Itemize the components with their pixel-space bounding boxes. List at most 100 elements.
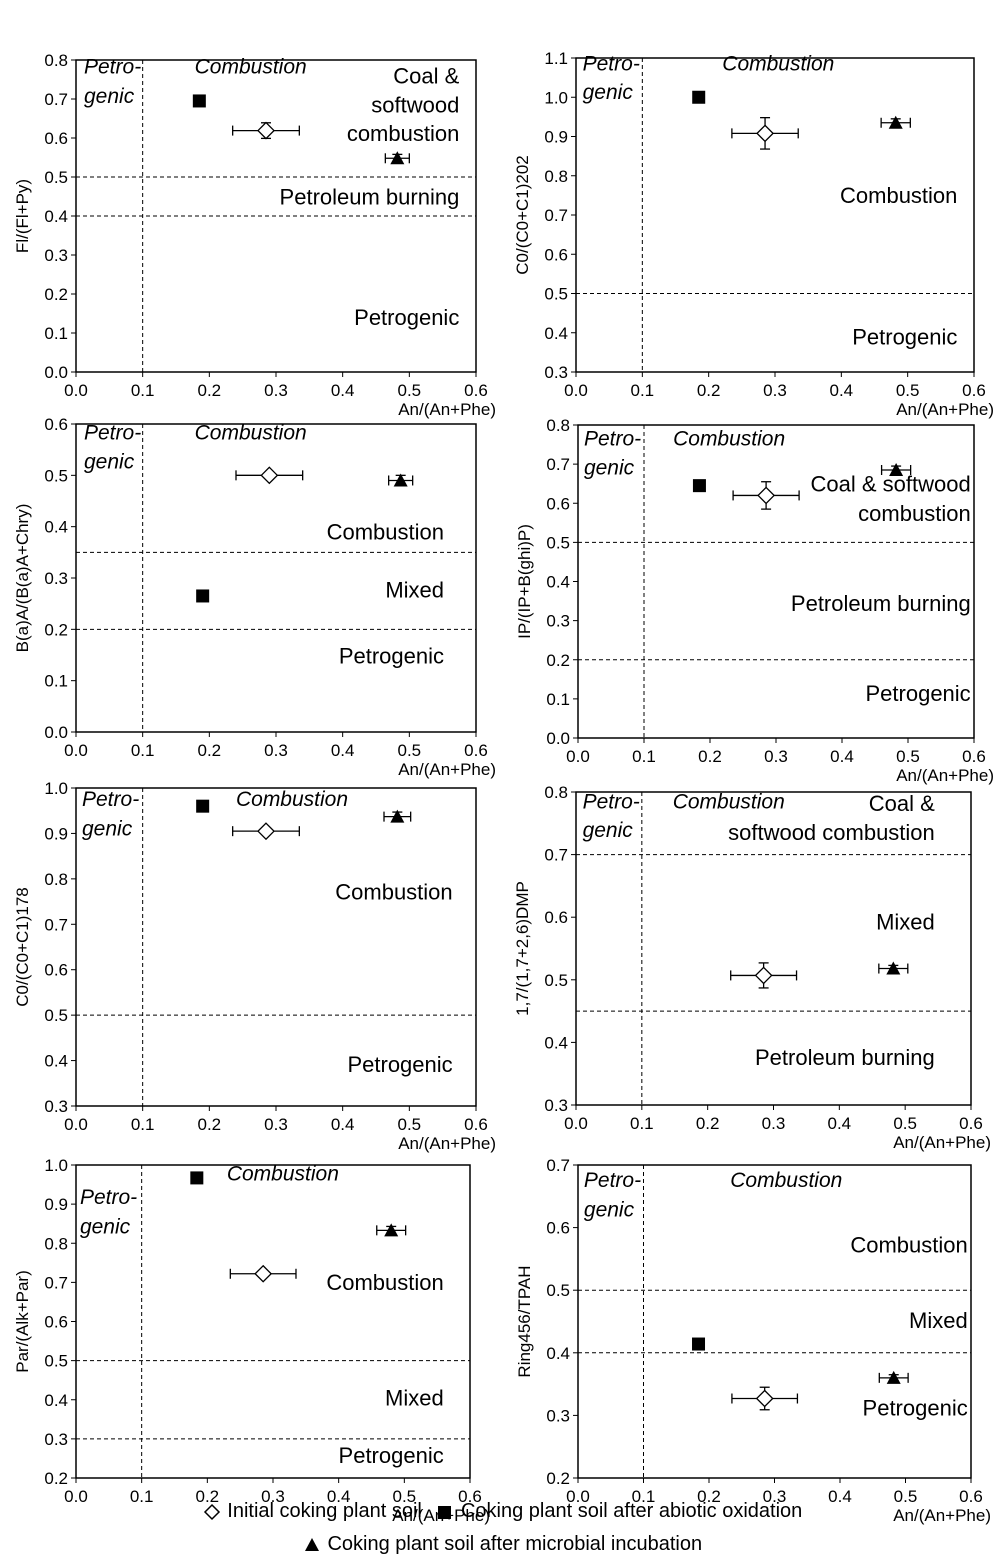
x-tick-label: 0.0	[564, 381, 588, 400]
data-point-abiotic	[692, 90, 706, 104]
x-axis-label: An/(An+Phe)	[893, 1506, 991, 1525]
x-tick-label: 0.3	[264, 381, 288, 400]
x-tick-label: 0.5	[894, 1487, 918, 1506]
panel-1: 0.0 0.1 0.2 0.3 0.4 0.5 0.6 0.0 0.1 0.2 0.3 0.4 0.5 0…	[13, 51, 496, 419]
zone-label: Mixed	[909, 1308, 968, 1333]
plot-frame	[75, 1164, 471, 1479]
y-tick-label: 0.6	[546, 494, 570, 513]
x-tick-label: 0.5	[398, 381, 422, 400]
zone-heading: genic	[583, 819, 634, 842]
x-axis-label: An/(An+Phe)	[398, 400, 496, 419]
x-tick-label: 0.2	[198, 741, 222, 760]
zone-label: Combustion	[326, 1270, 443, 1295]
zone-heading: genic	[84, 451, 135, 474]
y-tick-label: 0.8	[44, 51, 68, 70]
x-tick-label: 0.0	[64, 1487, 88, 1506]
y-tick-label: 1.0	[544, 88, 568, 107]
zone-label: Petroleum burning	[280, 184, 460, 209]
x-tick-label: 0.2	[697, 381, 721, 400]
filled-triangle-marker	[390, 151, 405, 165]
y-tick-label: 0.8	[546, 416, 570, 435]
data-point-microbial	[878, 1370, 909, 1384]
open-diamond-marker	[754, 966, 773, 985]
zone-label: Petrogenic	[339, 1443, 444, 1468]
filled-square-marker	[692, 90, 706, 104]
x-axis-label: An/(An+Phe)	[398, 760, 496, 779]
y-tick-label: 0.3	[546, 1406, 570, 1425]
zone-heading: genic	[80, 1215, 131, 1238]
zone-label: Mixed	[385, 1386, 444, 1411]
x-tick-label: 0.4	[331, 1115, 355, 1134]
zone-heading: genic	[84, 85, 135, 108]
zone-label: Coal &	[393, 63, 459, 88]
zone-label: Coal &	[869, 791, 935, 816]
y-tick-label: 0.4	[44, 1391, 68, 1410]
open-diamond-marker	[257, 822, 275, 841]
panel-6: 0.0 0.1 0.2 0.3 0.4 0.5 0.6 0.3 0.4 0.5 0.6 0.7 0.8 A…	[513, 783, 991, 1152]
x-tick-label: 0.2	[696, 1114, 720, 1133]
y-tick-label: 0.4	[546, 1344, 570, 1363]
data-point-microbial	[880, 115, 911, 129]
zone-label: Petrogenic	[354, 305, 459, 330]
filled-square-marker	[196, 799, 210, 813]
y-tick-label: 0.9	[44, 824, 68, 843]
data-point-initial	[229, 1264, 297, 1283]
data-point-initial	[235, 466, 304, 485]
y-tick-label: 0.9	[44, 1195, 68, 1214]
y-tick-label: 0.7	[44, 1273, 68, 1292]
x-tick-label: 0.4	[830, 381, 854, 400]
legend-label-abiotic: Coking plant soil after abiotic oxidatio…	[460, 1500, 803, 1522]
y-tick-label: 1.0	[44, 779, 68, 798]
y-tick-label: 0.7	[544, 846, 568, 865]
filled-square-marker	[192, 94, 206, 108]
x-tick-label: 0.5	[398, 741, 422, 760]
x-tick-label: 0.6	[464, 381, 488, 400]
x-tick-label: 0.1	[131, 1115, 155, 1134]
zone-label: softwood	[371, 92, 459, 117]
x-tick-label: 0.2	[196, 1487, 220, 1506]
data-point-initial	[732, 481, 800, 510]
filled-triangle-marker	[889, 462, 904, 476]
x-tick-label: 0.6	[962, 381, 986, 400]
x-tick-label: 0.1	[630, 1114, 654, 1133]
filled-square-marker	[190, 1171, 204, 1185]
y-tick-label: 0.8	[44, 870, 68, 889]
data-point-microbial	[383, 809, 412, 823]
data-point-abiotic	[192, 94, 206, 108]
y-tick-label: 0.5	[44, 466, 68, 485]
y-tick-label: 0.6	[546, 1219, 570, 1238]
y-tick-label: 0.4	[546, 573, 570, 592]
x-tick-label: 0.6	[959, 1114, 983, 1133]
x-tick-label: 0.2	[198, 381, 222, 400]
zone-heading: Combustion	[195, 56, 307, 79]
x-tick-label: 0.1	[632, 1487, 656, 1506]
zone-heading: Combustion	[673, 428, 785, 451]
y-tick-label: 1.1	[544, 49, 568, 68]
zone-label: Combustion	[335, 879, 452, 904]
legend-row-1: Initial coking plant soil Coking plant s…	[0, 1500, 1004, 1523]
data-point-abiotic	[692, 479, 706, 493]
y-tick-label: 0.1	[44, 672, 68, 691]
x-tick-label: 0.5	[893, 1114, 917, 1133]
x-tick-label: 0.4	[331, 381, 355, 400]
zone-label: Petrogenic	[863, 1395, 968, 1420]
y-axis-label: 1,7/(1,7+2,6)DMP	[513, 881, 532, 1016]
panel-4: 0.0 0.1 0.2 0.3 0.4 0.5 0.6 0.0 0.1 0.2 0.3 0.4 0.5 0…	[515, 416, 994, 785]
y-tick-label: 0.3	[44, 246, 68, 265]
y-tick-label: 0.3	[44, 1430, 68, 1449]
x-tick-label: 0.1	[130, 1487, 154, 1506]
zone-label: Petrogenic	[866, 681, 971, 706]
filled-square-marker	[196, 589, 210, 603]
y-axis-label: B(a)A/(B(a)A+Chry)	[13, 504, 32, 653]
x-tick-label: 0.3	[261, 1487, 285, 1506]
zone-heading: genic	[584, 1198, 635, 1221]
y-tick-label: 0.6	[44, 961, 68, 980]
x-tick-label: 0.4	[828, 1114, 852, 1133]
legend-row-2: Coking plant soil after microbial incuba…	[0, 1533, 1004, 1556]
y-tick-label: 0.5	[546, 1281, 570, 1300]
zone-heading: Combustion	[227, 1163, 339, 1186]
filled-triangle-marker	[886, 961, 901, 975]
y-tick-label: 0.5	[544, 971, 568, 990]
y-tick-label: 0.0	[44, 723, 68, 742]
x-tick-label: 0.2	[698, 747, 722, 766]
